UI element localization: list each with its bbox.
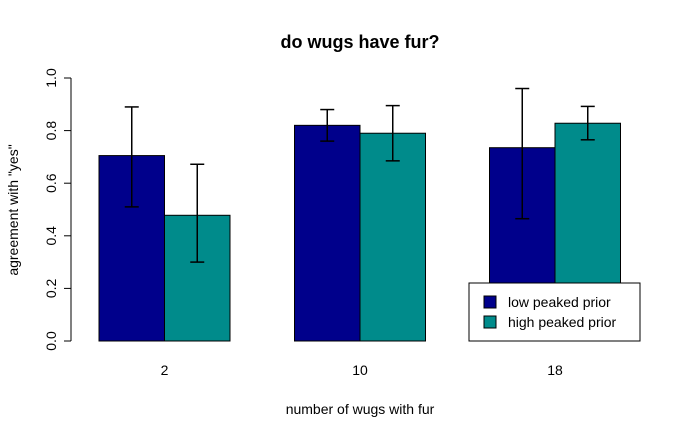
y-tick-label: 1.0 [43, 68, 59, 88]
x-tick-labels: 2 10 18 [161, 362, 563, 378]
legend-item: high peaked prior [483, 314, 617, 330]
error-bar [580, 105, 595, 141]
x-axis-label: number of wugs with fur [286, 401, 435, 417]
legend-swatch [483, 315, 497, 329]
chart-title: do wugs have fur? [280, 32, 439, 52]
legend-label: high peaked prior [508, 314, 617, 330]
y-tick-label: 0.2 [43, 278, 59, 298]
x-tick-label: 18 [547, 362, 563, 378]
error-bar [124, 106, 139, 208]
x-tick-label: 10 [352, 362, 368, 378]
error-bar [515, 87, 530, 220]
error-bar [190, 163, 205, 263]
y-tick-label: 0.0 [43, 331, 59, 351]
error-bar [385, 104, 400, 162]
bar [294, 124, 361, 342]
legend: low peaked prior high peaked prior [468, 282, 641, 342]
error-bar [320, 108, 335, 142]
y-axis: 0.0 0.2 0.4 0.6 0.8 1.0 [43, 68, 72, 351]
legend-item: low peaked prior [483, 294, 611, 310]
y-tick-label: 0.8 [43, 121, 59, 141]
legend-label: low peaked prior [508, 294, 611, 310]
error-bars [124, 87, 595, 263]
legend-box [468, 282, 641, 342]
x-tick-label: 2 [161, 362, 169, 378]
bar [359, 132, 426, 342]
y-tick-label: 0.6 [43, 173, 59, 193]
legend-swatch [483, 295, 497, 309]
y-axis-label: agreement with "yes" [5, 144, 21, 275]
y-tick-label: 0.4 [43, 226, 59, 246]
